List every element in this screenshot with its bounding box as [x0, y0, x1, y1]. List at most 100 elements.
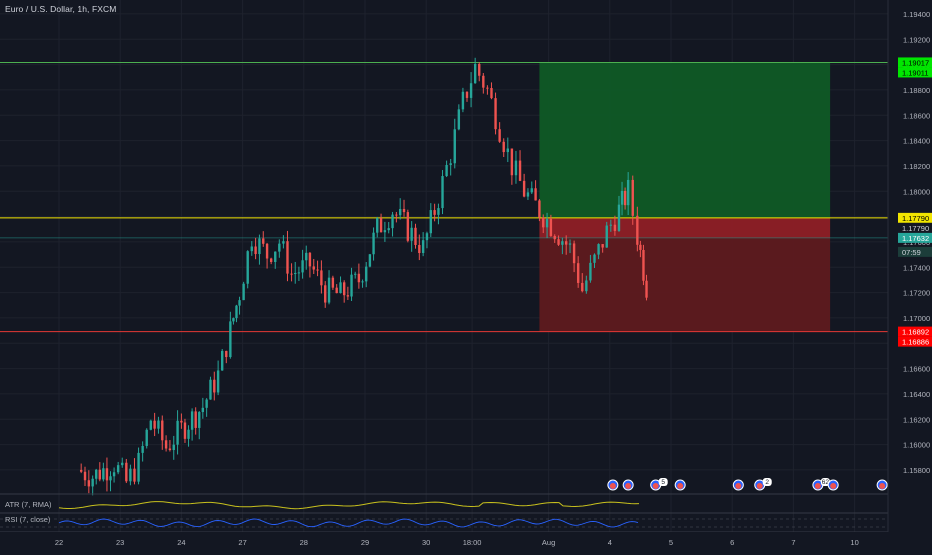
candle-body — [95, 469, 98, 479]
candle-body — [620, 190, 624, 205]
candle-body — [576, 263, 580, 283]
candle-body — [164, 440, 168, 449]
candle-body — [414, 227, 417, 246]
entry2-price-tag-bg — [898, 222, 932, 233]
candle-body — [593, 254, 596, 263]
candle-body — [98, 469, 101, 480]
candle-body — [601, 244, 604, 248]
candle-body — [183, 422, 187, 439]
event-flag-icon — [814, 483, 821, 489]
time-tick-label: Aug — [542, 538, 555, 547]
candle-body — [346, 295, 350, 297]
tp-price-tag: 1.19017 — [902, 58, 929, 67]
price-axis-bg — [888, 0, 932, 550]
candle-body — [265, 243, 269, 259]
candle-body — [361, 281, 364, 283]
candle-body — [626, 179, 630, 206]
candle-body — [510, 148, 514, 176]
rsi-indicator-label[interactable]: RSI (7, close) — [3, 515, 53, 524]
time-tick-label: 30 — [422, 538, 430, 547]
time-tick-label: 10 — [850, 538, 858, 547]
loss-zone-upper — [539, 217, 831, 238]
price-tick-label: 1.15800 — [903, 466, 930, 475]
candle-body — [112, 472, 116, 477]
candle-body — [636, 215, 639, 245]
candle-body — [589, 262, 592, 281]
time-tick-label: 7 — [791, 538, 795, 547]
candle-body — [376, 218, 379, 233]
candle-body — [538, 200, 541, 218]
candle-body — [473, 63, 477, 84]
candle-body — [461, 91, 465, 110]
candle-body — [137, 452, 140, 482]
candle-body — [387, 228, 390, 231]
candle-body — [308, 252, 312, 267]
candle-body — [526, 192, 530, 197]
price-tick-label: 1.18800 — [903, 86, 930, 95]
candle-body — [457, 109, 461, 130]
time-tick-label: 22 — [55, 538, 63, 547]
candle-body — [572, 243, 576, 264]
candle-body — [530, 188, 533, 193]
price-tick-label: 1.16000 — [903, 441, 930, 450]
event-count-badge — [658, 478, 668, 486]
candle-body — [83, 471, 87, 481]
time-tick-label: 23 — [116, 538, 124, 547]
candle-body — [116, 465, 120, 473]
candle-body — [149, 420, 152, 430]
candle-body — [545, 218, 549, 228]
candle-body — [324, 285, 327, 303]
candle-body — [242, 283, 245, 301]
event-count-text: 2 — [765, 479, 769, 486]
candle-body — [316, 269, 319, 271]
candle-body — [278, 243, 281, 252]
candle-body — [87, 480, 91, 487]
candle-body — [205, 399, 208, 408]
sl-price-tag: 1.16892 — [902, 328, 929, 337]
candle-body — [213, 379, 216, 393]
candle-body — [225, 350, 228, 358]
candle-body — [216, 370, 220, 393]
candle-body — [365, 266, 368, 282]
profit-zone — [539, 62, 831, 218]
candle-body — [201, 407, 205, 413]
candle-body — [176, 420, 179, 445]
candle-body — [129, 468, 132, 482]
candle-body — [153, 420, 156, 429]
price-tick-label: 1.17400 — [903, 263, 930, 272]
candle-body — [190, 411, 194, 430]
candle-body — [172, 444, 175, 451]
event-count-text: 5 — [661, 479, 665, 486]
tp2-price-tag: 1.19011 — [902, 68, 929, 77]
candle-body — [290, 273, 293, 275]
candle-body — [623, 190, 627, 206]
atr-indicator-label[interactable]: ATR (7, RMA) — [3, 500, 54, 509]
candle-body — [221, 350, 224, 371]
event-count-text: 62 — [822, 479, 830, 486]
candle-body — [180, 420, 183, 423]
candle-body — [642, 249, 645, 281]
candle-body — [294, 272, 297, 274]
price-tick-label: 1.16200 — [903, 415, 930, 424]
entry-price-tag: 1.17790 — [902, 214, 929, 223]
candle-body — [568, 243, 572, 245]
sl2-price-tag-bg — [898, 336, 932, 347]
candle-body — [258, 238, 261, 255]
candle-body — [305, 252, 308, 261]
symbol-title[interactable]: Euro / U.S. Dollar, 1h, FXCM — [5, 4, 117, 14]
event-count-badge — [762, 478, 772, 486]
candle-body — [406, 212, 410, 241]
countdown-tag: 07:59 — [902, 248, 921, 257]
candle-body — [534, 188, 537, 201]
candle-body — [617, 204, 621, 231]
candle-body — [161, 420, 164, 441]
candle-body — [141, 445, 144, 453]
time-tick-label: 28 — [300, 538, 308, 547]
candle-body — [506, 148, 509, 153]
event-flag-icon — [609, 483, 616, 489]
candle-body — [395, 214, 398, 216]
candle-body — [250, 246, 253, 252]
price-tick-label: 1.19400 — [903, 10, 930, 19]
